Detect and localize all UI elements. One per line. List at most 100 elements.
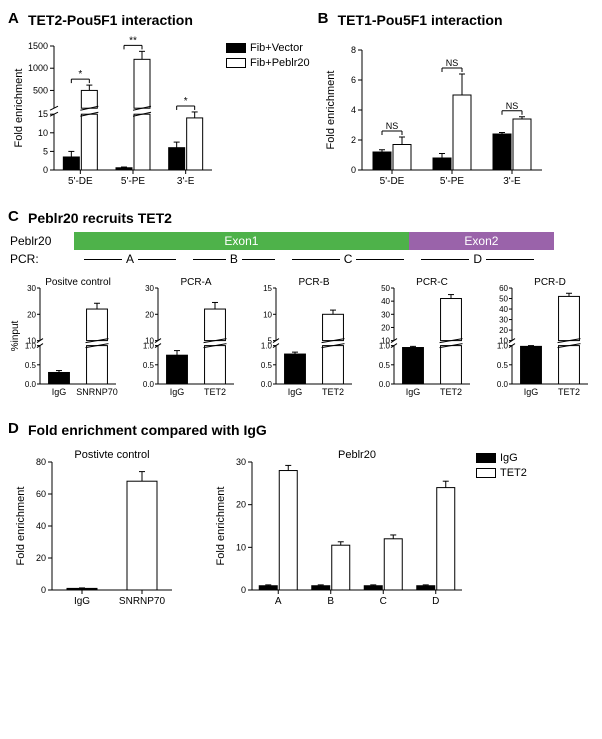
svg-text:40: 40: [499, 305, 508, 314]
svg-text:6: 6: [351, 75, 356, 85]
svg-text:20: 20: [381, 323, 390, 332]
svg-text:1500: 1500: [28, 41, 48, 51]
svg-text:0.0: 0.0: [497, 380, 509, 389]
svg-text:0.5: 0.5: [25, 361, 37, 370]
svg-text:20: 20: [36, 553, 46, 563]
panel-b: B TET1-Pou5F1 interaction 024685'-DENS5'…: [320, 12, 592, 192]
svg-text:30: 30: [499, 316, 508, 325]
panel-title-c: Peblr20 recruits TET2: [28, 210, 592, 226]
svg-text:SNRNP70: SNRNP70: [76, 387, 118, 397]
svg-text:20: 20: [236, 500, 246, 510]
legend-label-igg: IgG: [500, 452, 518, 464]
swatch-white-icon: [476, 468, 496, 478]
svg-text:*: *: [78, 69, 82, 80]
swatch-white-icon: [226, 58, 246, 68]
svg-text:5'-PE: 5'-PE: [440, 176, 464, 187]
svg-text:10: 10: [236, 542, 246, 552]
pcr-segment-c: C: [292, 252, 405, 266]
chart-c-4: 0.00.51.0102030405060IgGTET2PCR-D: [482, 272, 594, 402]
swatch-black-icon: [226, 43, 246, 53]
svg-text:PCR-B: PCR-B: [298, 277, 329, 288]
exon-label: Peblr20: [10, 234, 64, 248]
svg-text:PCR-C: PCR-C: [416, 277, 448, 288]
swatch-black-icon: [476, 453, 496, 463]
svg-text:**: **: [129, 35, 137, 46]
svg-text:0.5: 0.5: [379, 361, 391, 370]
panel-letter-a: A: [8, 10, 19, 27]
svg-text:40: 40: [36, 521, 46, 531]
svg-text:IgG: IgG: [524, 387, 539, 397]
svg-text:30: 30: [381, 310, 390, 319]
svg-text:SNRNP70: SNRNP70: [119, 596, 166, 607]
svg-text:PCR-D: PCR-D: [534, 277, 566, 288]
chart-d1: 020406080IgGSNRNP70Postivte controlFold …: [10, 442, 180, 612]
svg-text:IgG: IgG: [406, 387, 421, 397]
svg-text:Fold enrichment: Fold enrichment: [325, 71, 337, 150]
svg-text:TET2: TET2: [558, 387, 580, 397]
svg-text:PCR-A: PCR-A: [180, 277, 211, 288]
legend-item-vector: Fib+Vector: [226, 42, 310, 54]
pcr-label: PCR:: [10, 252, 64, 266]
svg-text:C: C: [380, 596, 387, 607]
svg-text:10: 10: [499, 337, 508, 346]
svg-text:A: A: [275, 596, 282, 607]
svg-text:IgG: IgG: [170, 387, 185, 397]
svg-text:0: 0: [41, 585, 46, 595]
svg-text:50: 50: [381, 284, 390, 293]
svg-text:0.5: 0.5: [143, 361, 155, 370]
svg-text:TET2: TET2: [204, 387, 226, 397]
legend-label-tet2: TET2: [500, 467, 527, 479]
svg-text:%input: %input: [10, 320, 21, 351]
exon-track-row: Peblr20 Exon1 Exon2: [10, 232, 592, 250]
legend-item-igg: IgG: [476, 452, 527, 464]
svg-text:1000: 1000: [28, 63, 48, 73]
svg-text:20: 20: [499, 326, 508, 335]
svg-text:30: 30: [236, 457, 246, 467]
svg-text:20: 20: [27, 310, 36, 319]
panel-c: C Peblr20 recruits TET2 Peblr20 Exon1 Ex…: [10, 210, 592, 402]
svg-text:TET2: TET2: [322, 387, 344, 397]
panel-letter-c: C: [8, 208, 19, 225]
svg-text:10: 10: [27, 337, 36, 346]
svg-text:NS: NS: [445, 58, 458, 68]
chart-c-1: 0.00.51.0102030IgGTET2PCR-A: [128, 272, 240, 402]
legend-d: IgG TET2: [476, 452, 527, 612]
svg-text:30: 30: [145, 284, 154, 293]
svg-text:5'-PE: 5'-PE: [121, 176, 145, 187]
svg-text:NS: NS: [385, 121, 398, 131]
pcr-segment-b: B: [193, 252, 275, 266]
panel-letter-d: D: [8, 420, 19, 437]
svg-text:4: 4: [351, 105, 356, 115]
pcr-row: PCR: A B C D: [10, 252, 592, 266]
svg-text:8: 8: [351, 45, 356, 55]
svg-text:*: *: [184, 96, 188, 107]
svg-text:10: 10: [38, 128, 48, 138]
pcr-segment-d: D: [421, 252, 534, 266]
svg-text:2: 2: [351, 135, 356, 145]
svg-text:60: 60: [36, 489, 46, 499]
svg-text:10: 10: [263, 310, 272, 319]
svg-text:5: 5: [268, 337, 273, 346]
chart-b: 024685'-DENS5'-PENS3'-ENSFold enrichment: [320, 32, 550, 192]
svg-text:0: 0: [351, 165, 356, 175]
svg-text:Peblr20: Peblr20: [338, 449, 376, 461]
chart-c-3: 0.00.51.01020304050IgGTET2PCR-C: [364, 272, 476, 402]
pcr-segment-a: A: [84, 252, 176, 266]
legend-label-vector: Fib+Vector: [250, 42, 303, 54]
svg-text:0.0: 0.0: [25, 380, 37, 389]
svg-text:5'-DE: 5'-DE: [68, 176, 93, 187]
svg-text:15: 15: [263, 284, 272, 293]
svg-text:Fold enrichment: Fold enrichment: [13, 69, 25, 148]
panel-title-a: TET2-Pou5F1 interaction: [28, 12, 310, 28]
svg-text:IgG: IgG: [288, 387, 303, 397]
svg-text:0: 0: [43, 165, 48, 175]
svg-text:D: D: [432, 596, 439, 607]
svg-text:40: 40: [381, 297, 390, 306]
svg-text:Fold enrichment: Fold enrichment: [215, 487, 227, 566]
legend-item-tet2: TET2: [476, 467, 527, 479]
svg-text:10: 10: [381, 337, 390, 346]
exon2-block: Exon2: [409, 232, 554, 250]
panel-title-d: Fold enrichment compared with IgG: [28, 422, 592, 438]
chart-c-2: 0.00.51.051015IgGTET2PCR-B: [246, 272, 358, 402]
panel-title-b: TET1-Pou5F1 interaction: [338, 12, 592, 28]
